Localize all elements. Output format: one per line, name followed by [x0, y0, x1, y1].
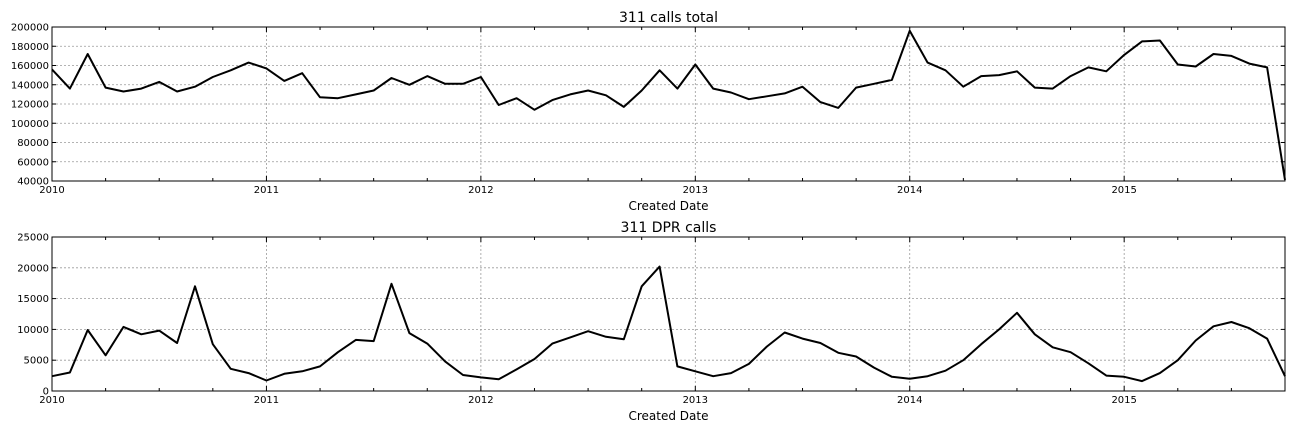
plot-frame	[51, 26, 1286, 182]
x-tick-label: 2014	[897, 395, 922, 406]
chart-title: 311 calls total	[619, 10, 718, 26]
y-tick-label: 0	[43, 387, 49, 398]
chart-panel-2: 0 5000 10000 15000 20000 25000 2010 2011 2012 201…	[17, 220, 1286, 423]
y-tick-label: 10000	[17, 325, 49, 336]
x-tick-label: 2013	[683, 185, 708, 196]
x-tick-label: 2013	[683, 395, 708, 406]
plot-frame	[51, 236, 1286, 392]
x-tick-label: 2015	[1111, 185, 1136, 196]
y-tick-label: 15000	[17, 294, 49, 305]
chart-title: 311 DPR calls	[621, 220, 717, 236]
x-axis-label: Created Date	[629, 199, 709, 213]
y-tick-label: 60000	[17, 157, 49, 168]
y-tick-label: 140000	[11, 80, 49, 91]
y-tick-label: 200000	[11, 23, 49, 34]
y-tick-label: 40000	[17, 177, 49, 188]
y-tick-label: 20000	[17, 263, 49, 274]
chart-panel-1: 40000 60000 80000 100000 120000 140000 160000 1…	[11, 10, 1286, 213]
y-tick-label: 180000	[11, 42, 49, 53]
series-line-1	[51, 29, 1286, 181]
y-tick-label: 100000	[11, 119, 49, 130]
x-axis-label: Created Date	[629, 409, 709, 423]
x-tick-label: 2012	[468, 395, 493, 406]
x-tick-label: 2010	[39, 185, 64, 196]
y-tick-label: 80000	[17, 138, 49, 149]
x-tick-label: 2011	[254, 185, 279, 196]
y-tick-label: 160000	[11, 61, 49, 72]
y-tick-label: 5000	[24, 356, 49, 367]
x-tick-label: 2012	[468, 185, 493, 196]
y-tick-label: 120000	[11, 100, 49, 111]
series-line-1	[51, 265, 1286, 383]
x-tick-label: 2014	[897, 185, 922, 196]
y-tick-label: 25000	[17, 233, 49, 244]
x-tick-label: 2011	[254, 395, 279, 406]
x-tick-label: 2010	[39, 395, 64, 406]
x-tick-label: 2015	[1111, 395, 1136, 406]
